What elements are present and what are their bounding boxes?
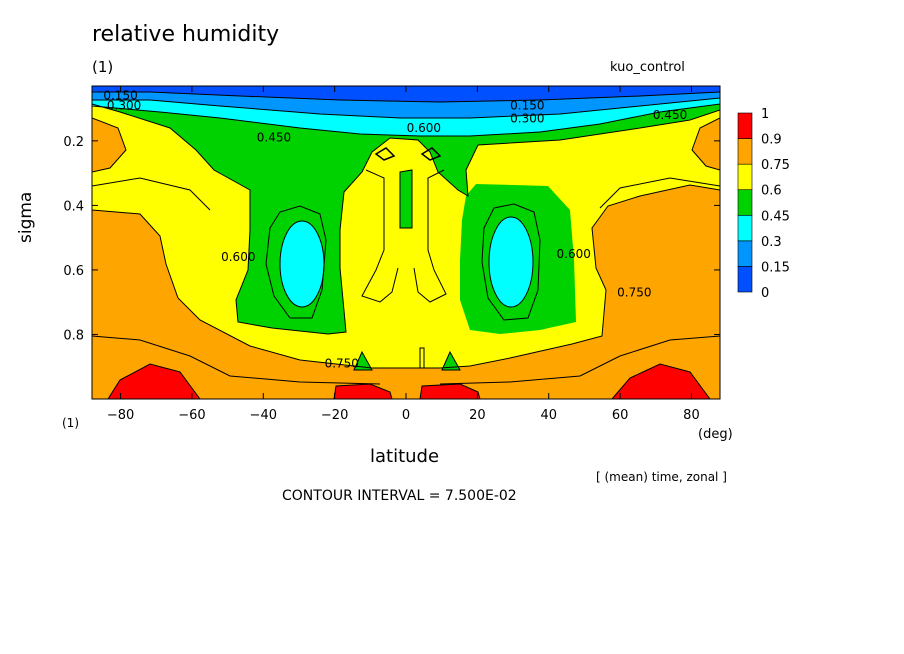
colorbar: 0 0.15 0.3 0.45 0.6 0.75 0.9 1 [737, 107, 790, 301]
x-tick-label: 60 [612, 408, 629, 423]
contour-label: 0.750 [617, 286, 651, 300]
chart-title: relative humidity [92, 22, 280, 47]
y-tick-label: 0.8 [63, 328, 84, 343]
x-axis-unit: (deg) [698, 427, 733, 442]
contour-label: 0.300 [510, 111, 544, 125]
contour-label: 0.450 [257, 131, 291, 145]
y-tick-label: 0.2 [63, 135, 84, 150]
contour-label: 0.300 [107, 98, 141, 112]
colorbar-label: 0.3 [761, 235, 782, 250]
colorbar-swatch [737, 240, 753, 267]
x-tick-label: 80 [683, 408, 700, 423]
colorbar-label: 0 [761, 286, 769, 301]
run-label: kuo_control [610, 60, 685, 75]
x-tick-label: −60 [178, 408, 205, 423]
colorbar-label: 0.15 [761, 260, 790, 275]
colorbar-swatch [737, 138, 753, 165]
x-tick-label: −40 [250, 408, 277, 423]
colorbar-label: 0.75 [761, 158, 790, 173]
contour-label: 0.150 [510, 98, 544, 112]
contour-label: 0.450 [653, 108, 687, 122]
y-tick-label: 0.4 [63, 199, 84, 214]
x-tick-label: −80 [107, 408, 134, 423]
averaging-note: [ (mean) time, zonal ] [596, 470, 727, 484]
colorbar-swatch [737, 214, 753, 242]
colorbar-swatch [737, 112, 753, 139]
colorbar-swatch [737, 266, 753, 293]
colorbar-label: 0.9 [761, 133, 782, 148]
axes-layer: −80 −60 −40 −20 0 20 40 60 80 0.2 0.4 0.6 0.8 [63, 86, 720, 423]
colorbar-label: 0.6 [761, 184, 782, 199]
x-axis-title: latitude [370, 446, 440, 467]
contour-label: 0.600 [557, 247, 591, 261]
x-tick-label: −20 [321, 408, 348, 423]
contour-label: 0.600 [407, 121, 441, 135]
x-tick-label: 20 [469, 408, 486, 423]
contour-label: 0.750 [325, 357, 359, 371]
contour-fill-layer [92, 86, 720, 399]
x-tick-label: 40 [540, 408, 557, 423]
colorbar-swatch [737, 163, 753, 191]
colorbar-label: 0.45 [761, 209, 790, 224]
colorbar-swatch [737, 189, 753, 216]
panel-label: (1) [92, 58, 114, 76]
contour-interval-note: CONTOUR INTERVAL = 7.500E-02 [282, 488, 517, 504]
corner-label: (1) [62, 416, 79, 430]
x-tick-label: 0 [402, 408, 410, 423]
contour-label: 0.600 [221, 250, 255, 264]
colorbar-label: 1 [761, 107, 769, 122]
contour-label: 0.150 [103, 89, 137, 103]
y-tick-label: 0.6 [63, 264, 84, 279]
